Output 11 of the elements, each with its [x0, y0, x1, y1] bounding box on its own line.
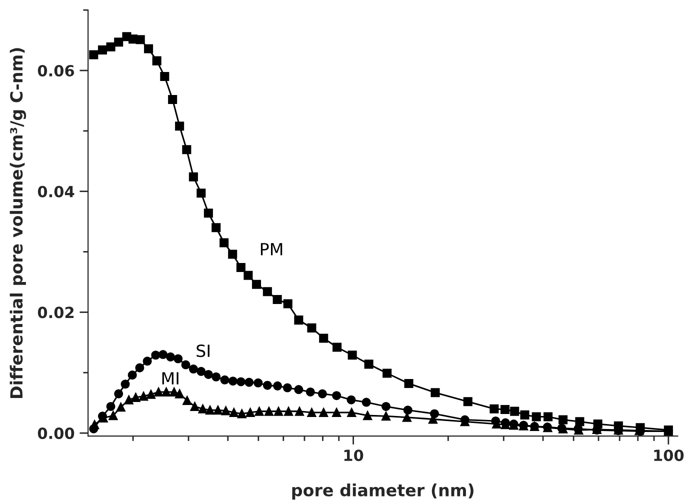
y-axis-title: Differential pore volume(cm³/g C-nm): [10, 48, 26, 398]
y-tick-label: 0.06: [38, 64, 74, 77]
y-tick-label: 0.04: [38, 186, 74, 198]
series-label: MI: [162, 372, 178, 384]
y-tick-label: 0.02: [38, 306, 74, 318]
y-tick-label: 0.00: [38, 428, 74, 440]
x-tick-label: 10: [344, 450, 364, 462]
x-tick-label: 100: [654, 450, 684, 462]
series-label: PM: [260, 243, 282, 256]
x-axis-title: pore diameter (nm): [292, 484, 474, 500]
series-label: SI: [196, 344, 210, 358]
